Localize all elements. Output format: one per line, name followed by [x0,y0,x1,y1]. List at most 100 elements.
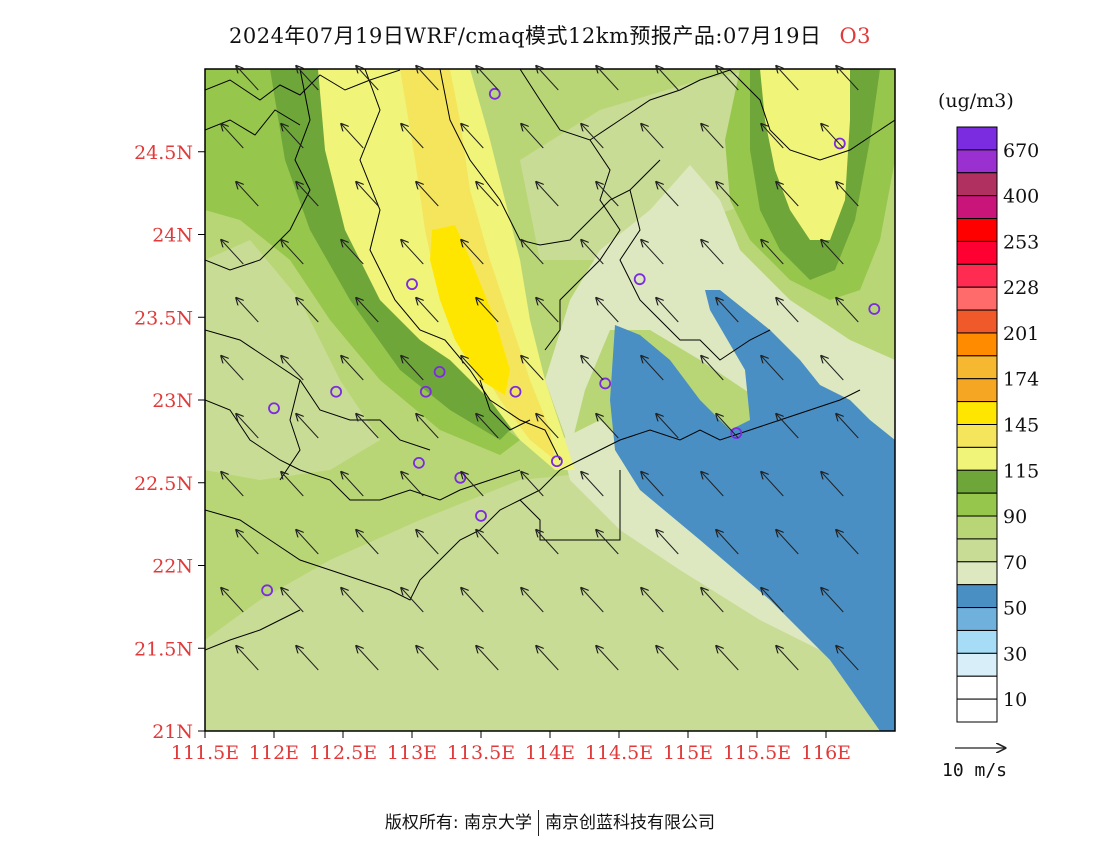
wind-arrow [461,356,484,381]
colorbar-swatch [956,355,998,380]
colorbar-label: 174 [1003,369,1039,391]
wind-arrow [476,646,499,671]
wind-arrow [581,588,604,613]
wind-arrow [401,472,424,497]
wind-arrow [641,240,664,265]
wind-arrow [836,646,859,671]
colorbar-unit: (ug/m3) [938,90,1014,112]
x-tick-label: 113E [387,742,437,764]
x-tick-label: 115.5E [723,742,791,764]
wind-arrow [341,588,364,613]
wind-arrow [296,298,319,323]
station-marker [833,137,846,150]
colorbar-swatch [956,149,998,174]
wind-arrow [596,66,619,91]
wind-arrow [821,588,844,613]
station-marker [268,402,280,415]
wind-arrow [236,414,259,439]
x-tick-label: 111.5E [171,742,239,764]
station-marker [730,427,743,440]
colorbar-swatch [956,195,998,220]
wind-arrow [416,66,439,91]
wind-arrow [221,588,244,613]
wind-arrow [701,240,724,265]
wind-arrow [476,530,499,555]
wind-arrow [596,182,619,207]
x-tick-label: 114.5E [585,742,653,764]
colorbar-swatch [956,652,998,677]
colorbar-label: 10 [1003,689,1027,711]
footer-company: 南京创蓝科技有限公司 [545,813,716,833]
wind-arrow [716,66,739,91]
x-tick-label: 114E [525,742,575,764]
wind-vectors [221,66,859,671]
wind-arrow [521,588,544,613]
y-tick-label: 22.5N [134,473,193,495]
colorbar-swatch [956,561,998,586]
wind-arrow [716,182,739,207]
footer-divider [538,810,540,836]
wind-arrow [401,356,424,381]
wind-arrow [461,240,484,265]
wind-arrow [641,356,664,381]
colorbar-swatch [956,538,998,563]
colorbar-label: 253 [1003,231,1039,253]
wind-arrow [341,356,364,381]
wind-arrow [776,182,799,207]
wind-arrow [221,472,244,497]
wind-arrow [521,240,544,265]
wind-arrow [581,240,604,265]
colorbar-label: 50 [1003,598,1027,620]
colorbar-swatch [956,698,998,723]
wind-arrow [536,182,559,207]
x-tick-label: 112.5E [309,742,377,764]
wind-arrow [581,124,604,149]
wind-arrow [836,530,859,555]
field-peak-plume [430,225,510,395]
wind-arrow [296,646,319,671]
wind-arrow [236,530,259,555]
wind-arrow [236,646,259,671]
colorbar-swatch [956,607,998,631]
colorbar-swatch [956,446,998,471]
map-title: 2024年07月19日WRF/cmaq模式12km预报产品:07月19日 O3 [0,20,1100,50]
wind-arrow [761,124,784,149]
y-tick-label: 21.5N [134,638,193,660]
wind-arrow [536,414,559,439]
wind-arrow [416,414,439,439]
x-tick-label: 116E [801,742,851,764]
y-tick-label: 23N [152,390,193,412]
wind-arrow [461,124,484,149]
wind-arrow [641,472,664,497]
colorbar-swatch [956,172,998,197]
wind-arrow [296,66,319,91]
wind-arrow [581,356,604,381]
wind-arrow [821,356,844,381]
colorbar-label: 115 [1003,460,1039,482]
wind-arrow [596,298,619,323]
colorbar-label: 400 [1003,186,1039,208]
wind-arrow [761,356,784,381]
wind-arrow [836,182,859,207]
wind-arrow [776,66,799,91]
wind-arrow [776,414,799,439]
wind-arrow [821,124,844,149]
wind-arrow [716,530,739,555]
field-light-green-west [205,240,380,480]
wind-arrow [401,588,424,613]
colorbar-swatch [956,263,998,288]
wind-arrow [416,182,439,207]
wind-arrow [236,182,259,207]
wind-arrow [776,646,799,671]
wind-arrow [296,530,319,555]
wind-arrow [521,124,544,149]
station-marker [551,455,563,468]
species-label: O3 [839,24,872,48]
colorbar-swatch [956,629,998,654]
reference-wind-label: 10 m/s [942,760,1008,781]
wind-arrow [221,124,244,149]
wind-arrow [701,124,724,149]
footer-copyright: 版权所有: 南京大学 [384,813,533,833]
wind-arrow [476,414,499,439]
station-marker [868,303,881,315]
